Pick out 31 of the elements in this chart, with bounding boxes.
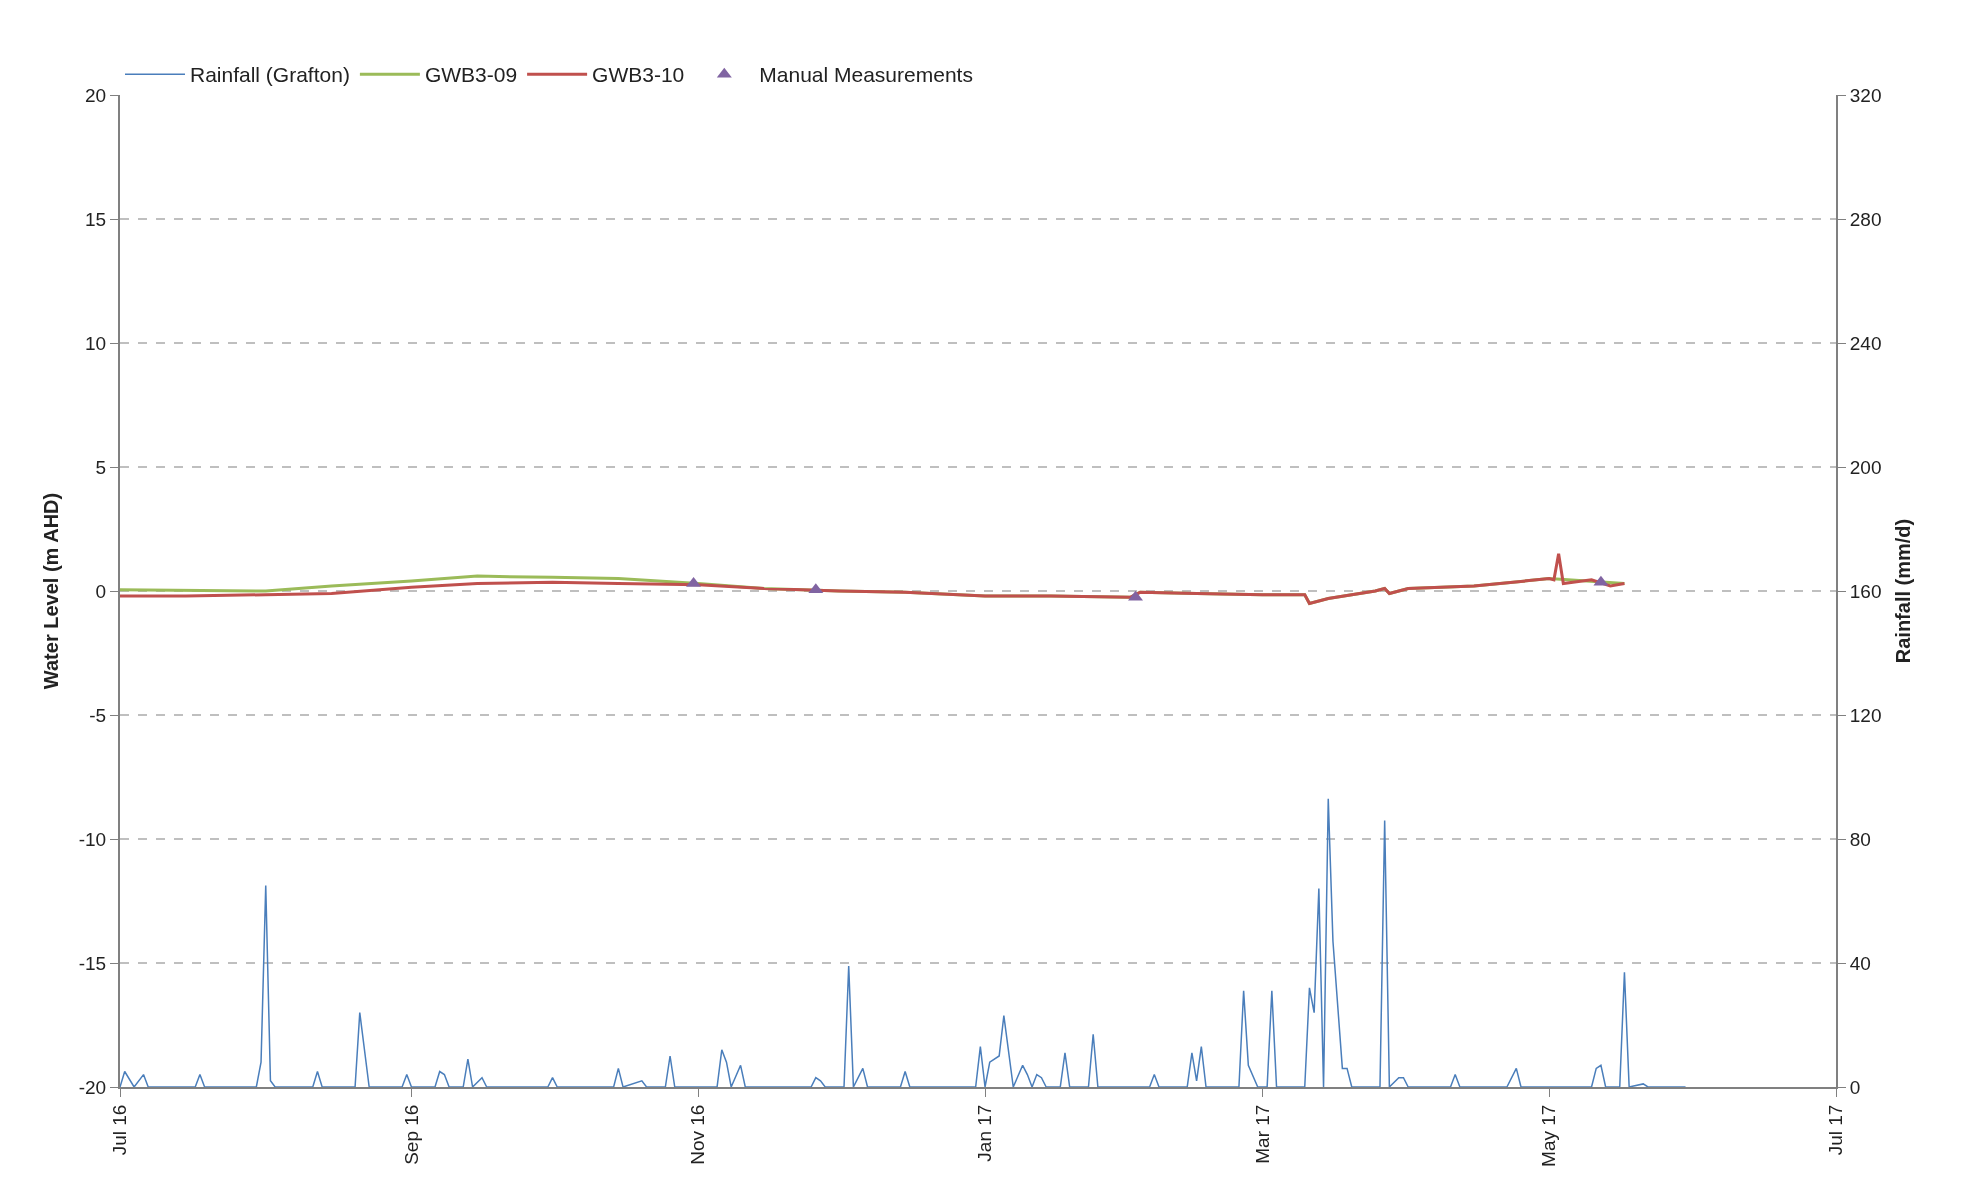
y-tick-label: 20 bbox=[85, 84, 107, 106]
x-tick-label: May 17 bbox=[1538, 1104, 1560, 1167]
y-tick-label: 10 bbox=[85, 332, 107, 354]
y-tick-label: 5 bbox=[95, 456, 107, 478]
y2-tick-label: 200 bbox=[1849, 456, 1882, 478]
y2-tick-label: 160 bbox=[1849, 580, 1882, 602]
y-tick-label: 0 bbox=[95, 580, 107, 602]
legend-label: Rainfall (Grafton) bbox=[190, 63, 350, 87]
y-tick-label: -15 bbox=[78, 952, 107, 974]
x-tick-label: Jul 16 bbox=[109, 1104, 131, 1156]
x-tick-label: Jan 17 bbox=[974, 1104, 996, 1162]
y2-tick-label: 0 bbox=[1849, 1076, 1861, 1098]
y2-tick-label: 40 bbox=[1849, 952, 1871, 974]
y-tick-label: 15 bbox=[85, 208, 107, 230]
y-axis-title: Water Level (m AHD) bbox=[39, 492, 62, 690]
y-tick-label: -10 bbox=[78, 828, 107, 850]
y2-tick-label: 80 bbox=[1849, 828, 1871, 850]
y2-tick-label: 320 bbox=[1849, 84, 1882, 106]
y-tick-label: -5 bbox=[89, 704, 107, 726]
legend-label: GWB3-10 bbox=[592, 63, 685, 87]
y-tick-label: -20 bbox=[78, 1076, 107, 1098]
y2-tick-label: 280 bbox=[1849, 208, 1882, 230]
y2-tick-label: 120 bbox=[1849, 704, 1882, 726]
x-tick-label: Nov 16 bbox=[687, 1104, 709, 1165]
x-tick-label: Mar 17 bbox=[1251, 1104, 1273, 1164]
x-tick-label: Sep 16 bbox=[400, 1104, 422, 1165]
y2-axis-title: Rainfall (mm/d) bbox=[1891, 518, 1914, 664]
x-tick-label: Jul 17 bbox=[1825, 1104, 1847, 1156]
legend-label: GWB3-09 bbox=[424, 63, 518, 87]
legend-label: Manual Measurements bbox=[759, 63, 973, 87]
y2-tick-label: 240 bbox=[1849, 332, 1882, 354]
